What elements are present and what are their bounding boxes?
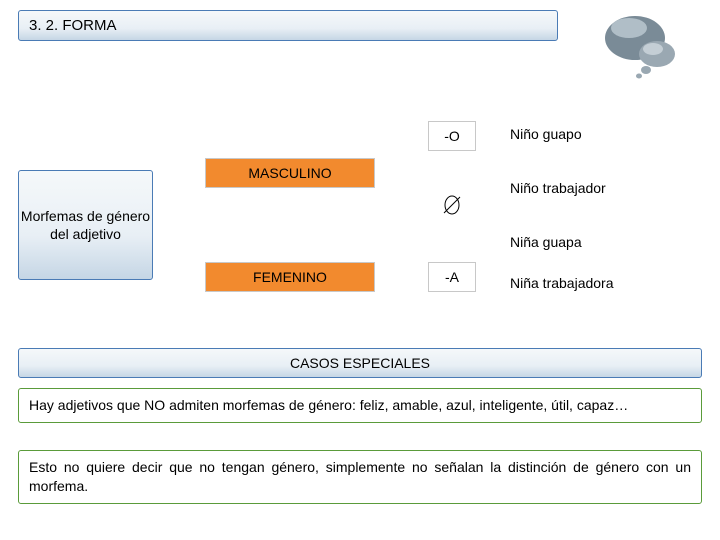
explanation-1: Hay adjetivos que NO admiten morfemas de… [18, 388, 702, 423]
section-title: 3. 2. FORMA [18, 10, 558, 41]
morphemes-box: Morfemas de género del adjetivo [18, 170, 153, 280]
example-1: Niño guapo [510, 126, 582, 142]
gender-feminine: FEMENINO [205, 262, 375, 292]
example-4: Niña trabajadora [510, 275, 614, 291]
special-cases-title: CASOS ESPECIALES [18, 348, 702, 378]
example-2: Niño trabajador [510, 180, 606, 196]
ending-o: -O [428, 121, 476, 151]
gender-masculine: MASCULINO [205, 158, 375, 188]
speech-bubble-icon [602, 10, 680, 80]
null-morpheme-icon [430, 190, 474, 220]
explanation-2: Esto no quiere decir que no tengan géner… [18, 450, 702, 504]
ending-a: -A [428, 262, 476, 292]
example-3: Niña guapa [510, 234, 582, 250]
morphemes-label: Morfemas de género del adjetivo [19, 207, 152, 243]
